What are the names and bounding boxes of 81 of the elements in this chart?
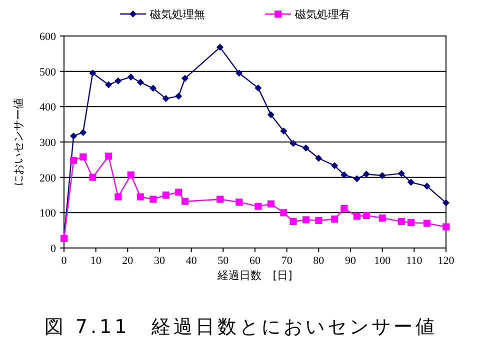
x-tick-label: 80	[313, 255, 325, 267]
point	[162, 95, 170, 102]
point	[302, 144, 310, 152]
point	[315, 216, 322, 224]
point	[353, 175, 360, 182]
point	[423, 182, 430, 190]
y-tick-label: 400	[40, 102, 56, 114]
y-tick-label: 200	[40, 172, 56, 184]
x-tick-label: 90	[345, 255, 356, 267]
legend-label: 磁気処理有	[294, 8, 350, 21]
x-tick-label: 120	[438, 255, 455, 267]
point	[254, 84, 262, 92]
point	[378, 172, 386, 180]
y-tick-label: 500	[40, 66, 56, 78]
point	[398, 218, 405, 225]
point	[254, 202, 262, 210]
point	[280, 128, 288, 135]
y-tick-label: 0	[50, 243, 56, 255]
point	[150, 84, 157, 92]
point	[267, 111, 274, 118]
point	[136, 193, 144, 200]
point	[150, 196, 157, 203]
x-tick-label: 10	[90, 255, 102, 267]
point	[175, 188, 182, 196]
point	[423, 220, 430, 227]
point	[236, 70, 243, 77]
point	[162, 192, 170, 198]
y-tick-label: 100	[40, 208, 56, 220]
point	[407, 178, 414, 186]
point	[127, 171, 134, 178]
point	[105, 152, 112, 160]
x-tick-label: 110	[406, 255, 423, 267]
point	[290, 218, 297, 225]
point	[378, 214, 386, 222]
x-tick-label: 0	[61, 255, 68, 267]
point	[315, 154, 322, 162]
point	[302, 216, 310, 224]
x-tick-label: 60	[250, 255, 261, 267]
legend-label: 磁気処理無	[149, 8, 205, 21]
point	[216, 196, 224, 203]
point	[340, 171, 348, 178]
y-tick-label: 600	[40, 31, 56, 43]
text: 図 7.11 経過日数とにおいセンサー値	[44, 316, 438, 338]
point	[136, 78, 144, 86]
x-tick-label: 50	[218, 255, 230, 267]
point	[89, 174, 96, 181]
x-tick-label: 40	[186, 255, 198, 267]
x-tick-label: 30	[154, 255, 166, 267]
point	[175, 92, 182, 100]
point	[181, 74, 188, 82]
y-tick-label: 300	[40, 137, 56, 149]
point	[70, 156, 78, 164]
point	[267, 200, 274, 208]
point	[89, 70, 96, 77]
point	[70, 132, 78, 140]
point	[80, 153, 87, 160]
point	[442, 223, 450, 230]
y-axis-title: においセンサー値	[12, 98, 25, 186]
point	[362, 170, 370, 178]
x-tick-label: 100	[374, 255, 392, 267]
x-tick-label: 20	[122, 255, 134, 267]
point	[80, 128, 87, 136]
x-axis-title: 経過日数 [日]	[216, 269, 292, 282]
point	[407, 219, 414, 226]
point	[331, 216, 338, 223]
point	[105, 81, 112, 88]
point	[127, 73, 134, 80]
point	[290, 140, 297, 147]
point	[442, 199, 450, 206]
point	[353, 212, 360, 220]
point	[362, 212, 370, 219]
point	[114, 193, 122, 200]
point	[181, 198, 188, 205]
point	[216, 44, 224, 51]
point	[340, 204, 348, 212]
point	[398, 170, 405, 177]
point	[331, 162, 338, 170]
point	[236, 198, 243, 206]
point	[280, 209, 288, 216]
x-tick-label: 70	[281, 255, 293, 267]
point	[114, 77, 122, 84]
